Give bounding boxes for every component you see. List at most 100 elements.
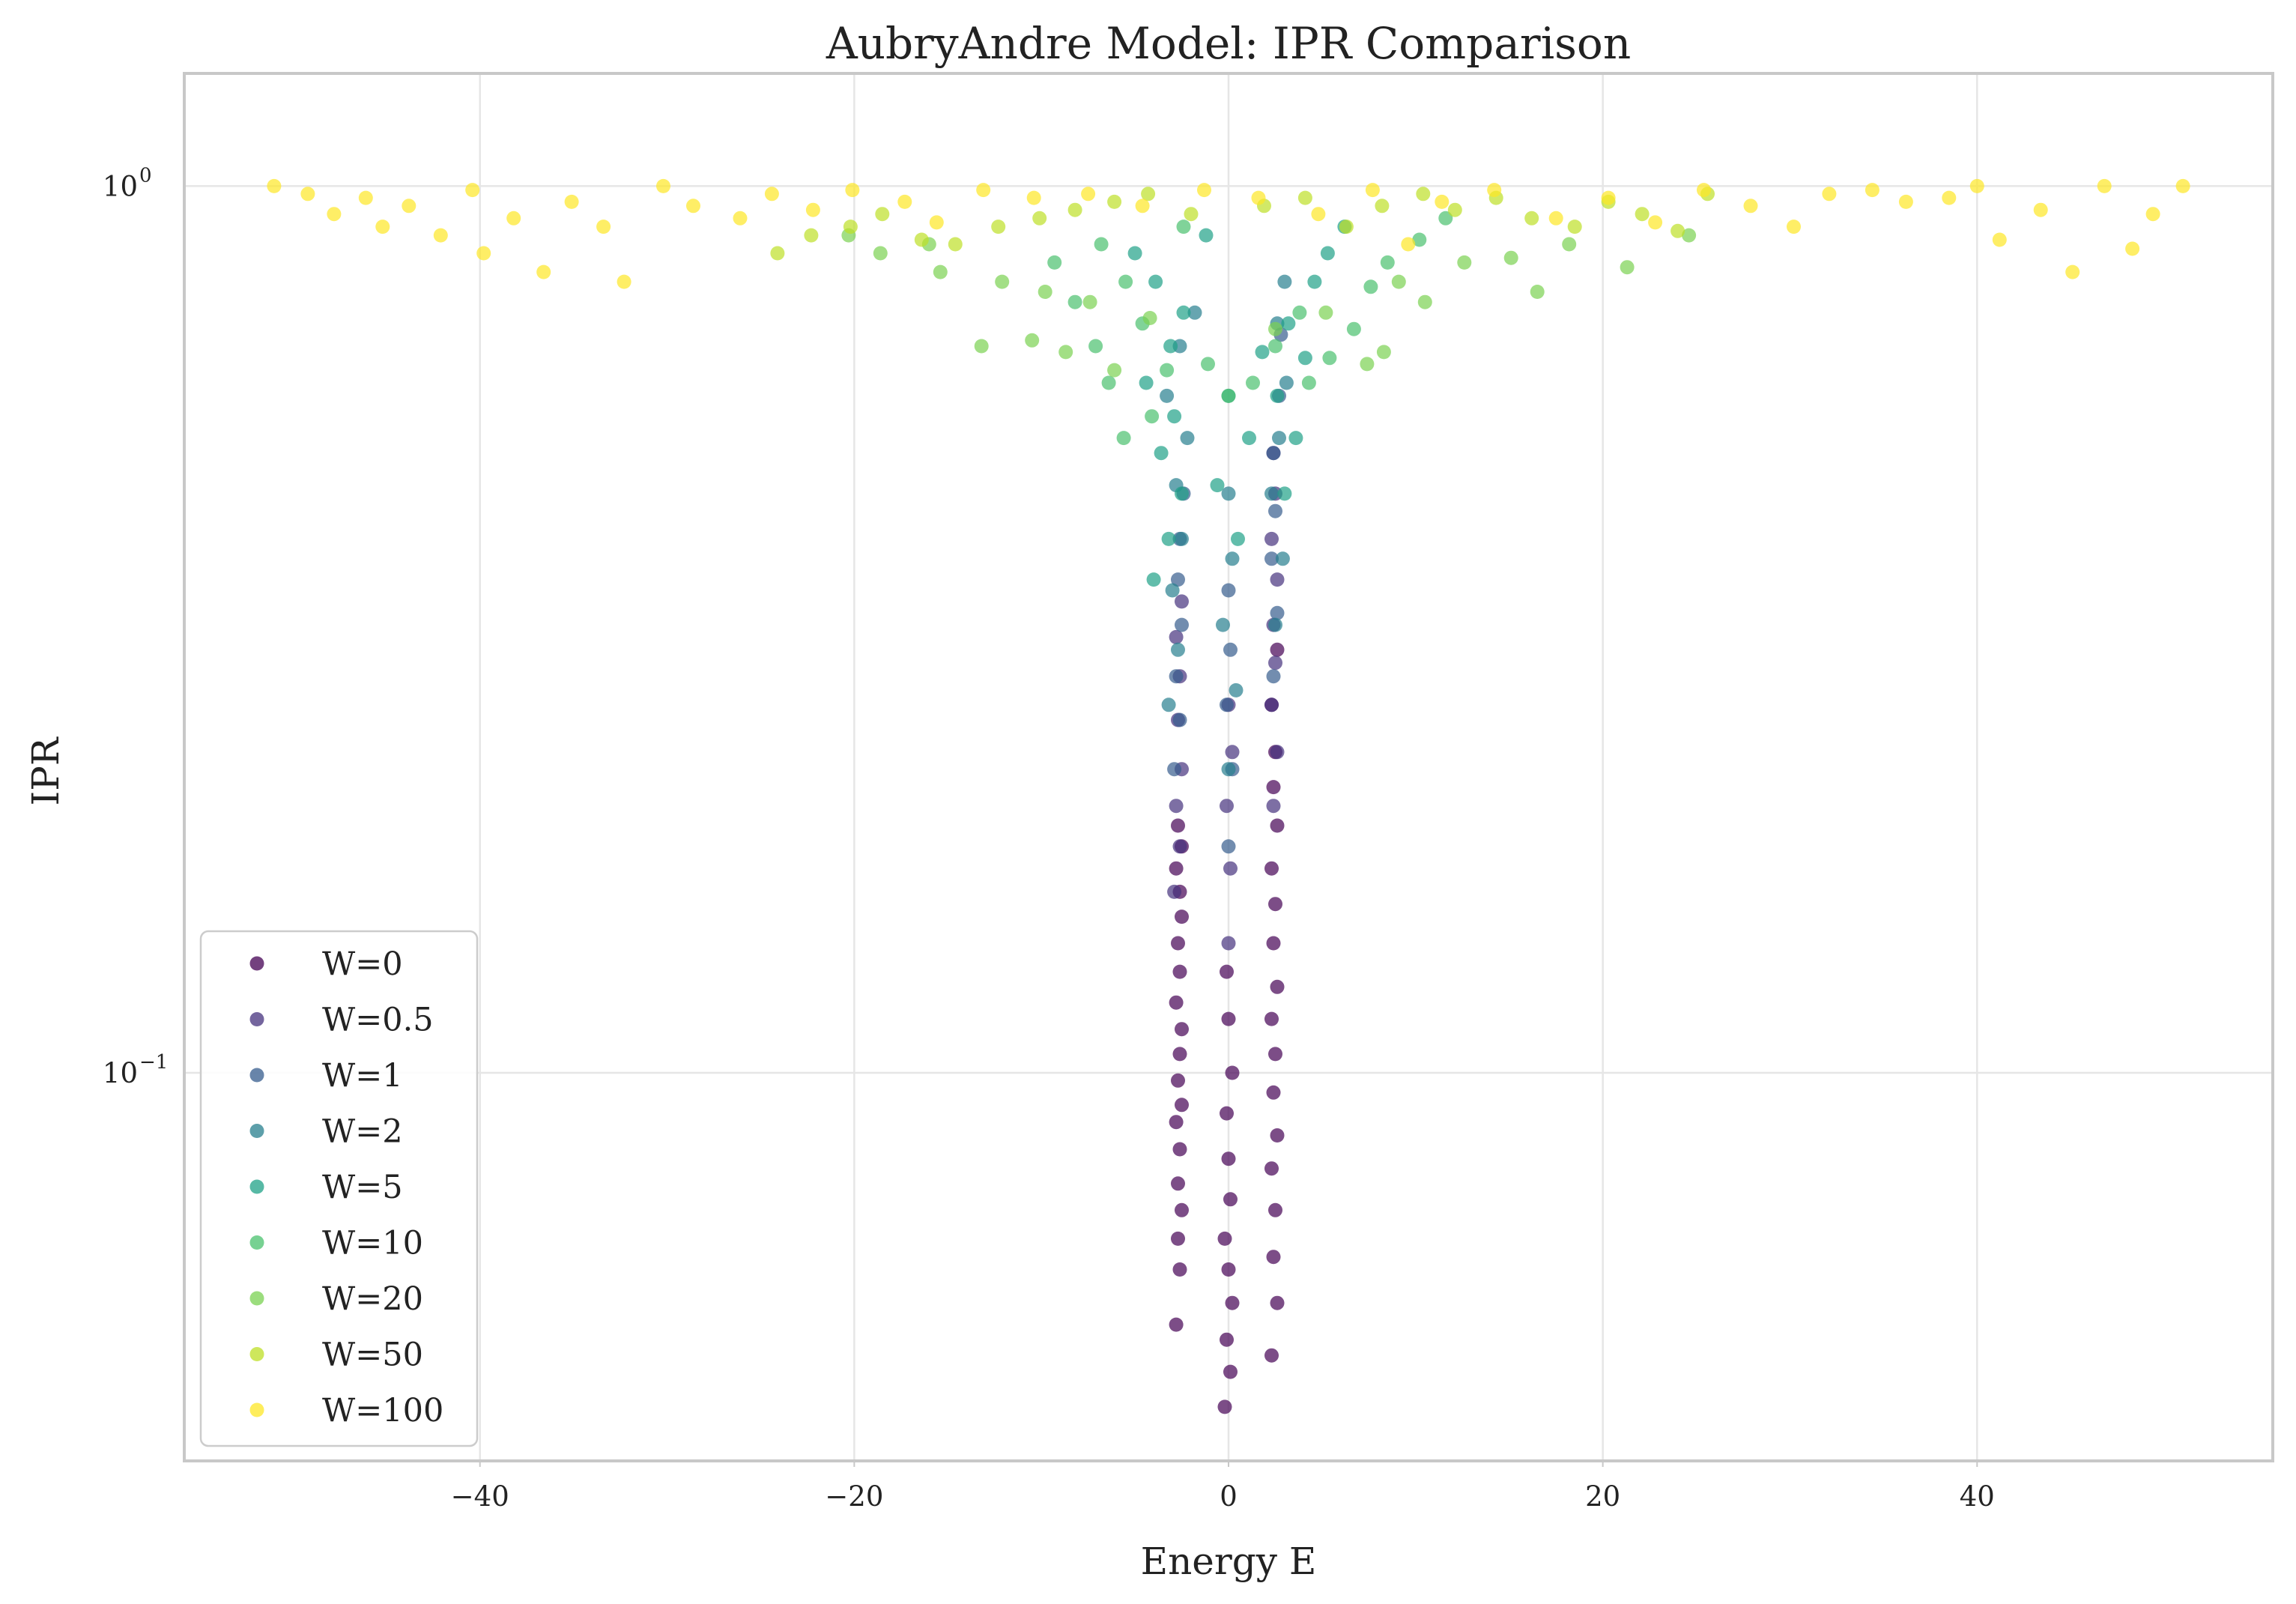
scatter-point: [1223, 861, 1238, 876]
scatter-point: [2097, 178, 2112, 193]
scatter-point: [1217, 1399, 1232, 1414]
scatter-point: [1221, 1151, 1236, 1166]
scatter-point: [1210, 478, 1225, 493]
scatter-point: [1127, 246, 1142, 261]
scatter-point: [1221, 486, 1236, 501]
legend-label: W=20: [322, 1280, 423, 1318]
scatter-point: [1067, 202, 1082, 217]
scatter-point: [1221, 936, 1236, 951]
scatter-point: [1524, 211, 1539, 226]
legend-label: W=50: [322, 1337, 423, 1374]
scatter-point: [1339, 220, 1354, 234]
scatter-point: [1251, 190, 1266, 205]
scatter-point: [1417, 294, 1432, 309]
scatter-point: [1255, 345, 1270, 360]
scatter-point: [1865, 183, 1879, 198]
scatter-point: [1172, 1142, 1187, 1157]
scatter-point: [1171, 1073, 1185, 1088]
scatter-point: [1376, 345, 1391, 360]
scatter-point: [1026, 190, 1041, 205]
scatter-point: [804, 228, 819, 243]
scatter-point: [1318, 305, 1333, 320]
scatter-point: [1058, 345, 1073, 360]
scatter-point: [1375, 199, 1390, 214]
scatter-point: [1171, 818, 1185, 833]
scatter-point: [1264, 1348, 1279, 1363]
x-tick-label: −40: [451, 1480, 509, 1513]
scatter-point: [1242, 431, 1256, 446]
scatter-point: [1201, 357, 1215, 372]
scatter-point: [1169, 629, 1184, 644]
scatter-point: [1270, 1128, 1285, 1143]
scatter-point: [1081, 187, 1096, 202]
scatter-point: [2145, 207, 2160, 222]
legend-label: W=0.5: [322, 1002, 434, 1039]
scatter-point: [1169, 861, 1184, 876]
scatter-point: [1231, 531, 1245, 546]
scatter-point: [2065, 264, 2080, 279]
scatter-point: [1270, 818, 1285, 833]
scatter-point: [1180, 431, 1195, 446]
scatter-point: [1268, 1047, 1282, 1062]
x-tick-label: 40: [1960, 1480, 1995, 1513]
scatter-point: [875, 207, 890, 222]
scatter-point: [1169, 1115, 1184, 1130]
scatter-point: [1160, 363, 1175, 378]
scatter-point: [1670, 223, 1685, 238]
y-axis-label: IPR: [24, 736, 67, 805]
chart-title: AubryAndre Model: IPR Comparison: [826, 18, 1631, 69]
scatter-point: [1682, 228, 1697, 243]
scatter-point: [402, 199, 417, 214]
scatter-point: [1270, 605, 1285, 620]
scatter-point: [1167, 409, 1182, 424]
scatter-point: [1175, 594, 1189, 609]
scatter-point: [1435, 194, 1450, 209]
scatter-points: [267, 178, 2190, 1414]
scatter-point: [267, 178, 282, 193]
scatter-point: [1942, 190, 1957, 205]
scatter-point: [1088, 339, 1103, 354]
scatter-point: [656, 178, 670, 193]
scatter-point: [1220, 799, 1234, 814]
scatter-point: [1175, 486, 1189, 501]
scatter-point: [1301, 375, 1316, 390]
scatter-point: [1307, 274, 1322, 289]
scatter-point: [1116, 431, 1131, 446]
scatter-point: [1148, 274, 1163, 289]
scatter-point: [1169, 799, 1184, 814]
scatter-point: [1268, 503, 1282, 518]
scatter-point: [1221, 583, 1236, 598]
scatter-point: [1447, 202, 1462, 217]
scatter-point: [929, 215, 944, 230]
legend-label: W=1: [322, 1057, 403, 1095]
scatter-point: [1187, 305, 1202, 320]
scatter-point: [1223, 1364, 1238, 1379]
scatter-point: [1530, 285, 1545, 299]
scatter-point: [733, 211, 748, 226]
scatter-point: [933, 264, 948, 279]
scatter-point: [1175, 910, 1189, 924]
scatter-point: [1221, 839, 1236, 854]
scatter-point: [1360, 357, 1375, 372]
legend-marker: [249, 1291, 264, 1306]
y-tick-label: 10: [103, 1057, 138, 1089]
scatter-point: [1146, 572, 1161, 587]
scatter-point: [1311, 207, 1326, 222]
y-tick-exponent: 0: [139, 164, 152, 187]
scatter-point: [764, 187, 779, 202]
x-tick-label: 20: [1585, 1480, 1620, 1513]
y-tick-base: 10: [103, 1057, 138, 1089]
scatter-point: [1503, 250, 1518, 265]
scatter-point: [1139, 375, 1154, 390]
scatter-point: [1171, 642, 1185, 657]
scatter-point: [1229, 683, 1244, 697]
scatter-point: [300, 187, 315, 202]
scatter-point: [845, 183, 860, 198]
scatter-point: [1266, 780, 1281, 795]
scatter-point: [1145, 409, 1160, 424]
scatter-point: [506, 211, 521, 226]
scatter-point: [1787, 220, 1801, 234]
scatter-point: [1743, 199, 1758, 214]
scatter-point: [1220, 1332, 1234, 1347]
